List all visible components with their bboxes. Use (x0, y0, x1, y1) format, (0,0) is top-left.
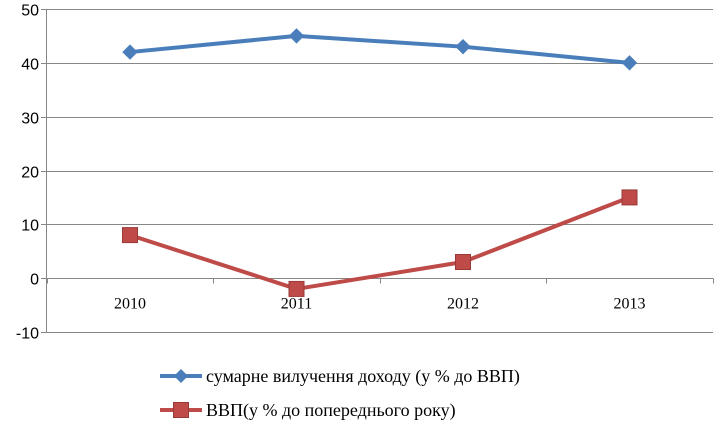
data-point-square (621, 189, 638, 206)
legend-label: сумарне вилучення доходу (у % до ВВП) (206, 366, 520, 387)
y-tick-label: 10 (21, 218, 39, 235)
data-point-square (455, 254, 471, 271)
axes: -10 0 10 20 30 40 50 2010 2011 2012 2013 (16, 3, 714, 343)
legend: сумарне вилучення доходу (у % до ВВП) ВВП… (160, 366, 520, 421)
x-tick-label: 2013 (614, 296, 646, 313)
data-point-square (288, 280, 305, 297)
legend-marker-square (173, 402, 189, 418)
y-tick-label: 0 (30, 272, 39, 289)
legend-label: ВВП(у % до попереднього року) (206, 400, 456, 421)
data-point-diamond (288, 28, 305, 44)
data-point-diamond (455, 38, 471, 55)
x-tick-label: 2012 (447, 296, 479, 313)
x-tick-label: 2011 (281, 296, 312, 313)
grid (46, 9, 713, 333)
data-point-square (122, 227, 138, 244)
series (122, 28, 638, 297)
data-point-diamond (122, 44, 138, 60)
x-tick-label: 2010 (114, 296, 146, 313)
series-line-1 (129, 33, 630, 65)
y-tick-label: 20 (21, 165, 39, 182)
y-tick-label: 30 (21, 111, 39, 128)
y-tick-label: -10 (16, 326, 39, 343)
series-line-2 (129, 195, 631, 291)
data-point-diamond (621, 55, 638, 71)
y-tick-label: 40 (21, 57, 39, 74)
y-tick-label: 50 (21, 3, 39, 20)
legend-marker-diamond (174, 369, 188, 383)
